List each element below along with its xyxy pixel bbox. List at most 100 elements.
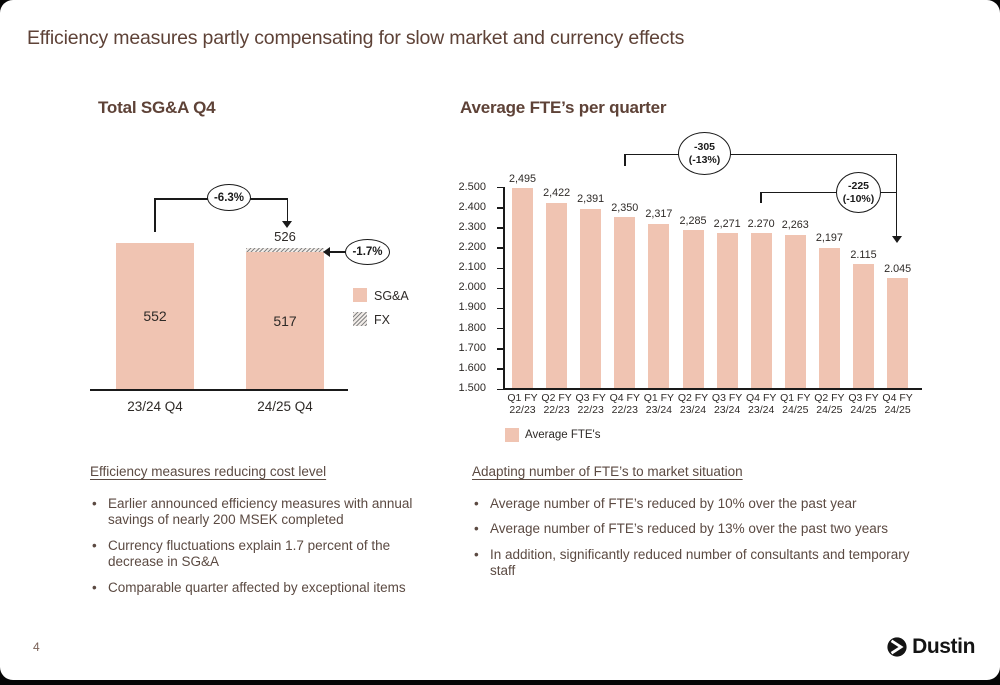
category-label: 24/25 Q4 <box>257 399 313 414</box>
fte-x-axis <box>503 388 922 390</box>
dustin-logo: Dustin <box>887 635 975 659</box>
bar-average-ftes <box>716 233 738 388</box>
bullet-item: Currency fluctuations explain 1.7 percen… <box>90 538 440 571</box>
bracket-line <box>895 153 898 237</box>
y-axis-tick-label: 2.400 <box>458 200 486 213</box>
category-label: Q2 FY 23/24 <box>677 392 709 416</box>
slide-title: Efficiency measures partly compensating … <box>27 27 685 49</box>
annotation-one-year-change: -225 (-10%) <box>836 172 881 213</box>
annotation-percent: (-10%) <box>842 192 875 205</box>
y-axis-tick <box>497 287 503 290</box>
category-label: 23/24 Q4 <box>127 399 183 414</box>
notes-left: Efficiency measures reducing cost level … <box>90 464 440 605</box>
bullet-text: In addition, significantly reduced numbe… <box>490 546 910 579</box>
bar-value-label: 2,350 <box>611 201 639 214</box>
bar-average-ftes <box>512 188 533 388</box>
bar-average-ftes <box>546 202 568 388</box>
arrow-line <box>330 251 346 253</box>
category-label: Q2 FY 24/25 <box>814 392 845 416</box>
fx-stack-total-label: 526 <box>274 229 296 244</box>
bullet-text: Average number of FTE’s reduced by 13% o… <box>490 521 888 536</box>
y-axis-tick <box>497 328 503 330</box>
fte-y-axis <box>503 187 505 389</box>
fte-chart-title: Average FTE’s per quarter <box>460 98 667 117</box>
bar-average-ftes <box>648 223 670 388</box>
bracket-line <box>624 153 626 166</box>
bar-value-label: 2.270 <box>747 217 775 230</box>
arrow-left-icon <box>323 247 330 257</box>
bar-average-ftes <box>887 278 909 388</box>
page-number: 4 <box>33 640 40 654</box>
y-axis-tick-label: 1.600 <box>458 361 486 374</box>
notes-left-heading: Efficiency measures reducing cost level <box>90 464 327 479</box>
y-axis-tick-label: 1.700 <box>458 341 486 354</box>
legend-swatch-average-ftes <box>505 428 519 442</box>
bar-average-ftes <box>853 264 874 388</box>
y-axis-tick <box>497 307 503 310</box>
y-axis-tick-label: 1.800 <box>458 321 486 334</box>
y-axis-tick <box>497 267 503 269</box>
category-label: Q4 FY 23/24 <box>746 392 777 416</box>
category-label: Q3 FY 22/23 <box>575 392 606 416</box>
notes-left-list: Earlier announced efficiency measures wi… <box>90 496 440 597</box>
bar-value-label: 2,263 <box>781 219 809 232</box>
bullet-text: Average number of FTE’s reduced by 10% o… <box>490 495 857 511</box>
bar-value-label: 2,271 <box>713 217 741 230</box>
annotation-value: -225 <box>847 180 869 192</box>
dustin-logo-icon <box>887 637 907 657</box>
category-label: Q1 FY 23/24 <box>643 392 675 416</box>
annotation-total-change: -6.3% <box>207 184 251 211</box>
bullet-item: Average number of FTE’s reduced by 10% o… <box>472 496 932 513</box>
y-axis-tick <box>497 227 503 229</box>
y-axis-tick-label: 2.100 <box>458 261 486 274</box>
bullet-text: Earlier announced efficiency measures wi… <box>108 495 413 528</box>
bar-value-label: 2,422 <box>543 187 571 200</box>
bar-average-ftes <box>750 233 772 388</box>
legend-swatch-fx <box>353 312 367 326</box>
y-axis-tick-label: 2.200 <box>458 240 486 253</box>
bar-value-label: 2,197 <box>815 232 843 245</box>
bar-value-label: 2.115 <box>850 248 877 261</box>
bar-sgna-2324: 552 <box>116 243 194 389</box>
bar-fx-cap <box>246 248 324 252</box>
y-axis-tick <box>497 368 503 370</box>
legend-label-sgna: SG&A <box>374 289 409 303</box>
y-axis-tick-label: 2.000 <box>458 281 486 294</box>
y-axis-tick <box>497 247 503 249</box>
bar-average-ftes <box>784 234 806 388</box>
bracket-line <box>286 198 289 221</box>
bracket-line <box>624 153 897 156</box>
dustin-logo-text: Dustin <box>912 635 975 658</box>
notes-right-heading: Adapting number of FTE’s to market situa… <box>472 464 743 479</box>
y-axis-tick <box>497 348 503 350</box>
bar-sgna-2425: 517 <box>246 252 324 389</box>
bar-average-ftes <box>682 230 704 388</box>
notes-right-list: Average number of FTE’s reduced by 10% o… <box>472 496 932 580</box>
bullet-item: Comparable quarter affected by exception… <box>90 580 440 597</box>
y-axis-tick <box>497 388 503 390</box>
category-label: Q4 FY 24/25 <box>882 392 913 416</box>
bar-value-label: 2,317 <box>645 208 673 221</box>
annotation-fx-change: -1.7% <box>345 239 390 265</box>
category-label: Q3 FY 23/24 <box>711 392 743 416</box>
arrow-down-icon <box>282 221 292 228</box>
legend-swatch-sgna <box>353 288 367 302</box>
y-axis-tick-label: 2.300 <box>458 220 486 233</box>
bar-average-ftes <box>580 208 602 388</box>
bracket-line <box>154 198 156 232</box>
bar-average-ftes <box>818 247 840 388</box>
arrow-down-icon <box>891 236 902 243</box>
y-axis-tick-label: 1.900 <box>458 301 486 314</box>
bar-value-label: 2.045 <box>884 262 912 275</box>
sgna-x-axis <box>90 389 348 391</box>
y-axis-tick-label: 1.500 <box>458 382 486 394</box>
y-axis-tick <box>497 187 503 189</box>
bullet-item: Earlier announced efficiency measures wi… <box>90 496 440 529</box>
bullet-text: Comparable quarter affected by exception… <box>108 579 406 595</box>
bullet-text: Currency fluctuations explain 1.7 percen… <box>108 537 391 570</box>
bracket-line <box>760 191 897 194</box>
bullet-item: In addition, significantly reduced numbe… <box>472 547 932 580</box>
bar-value-label: 2,495 <box>508 172 537 185</box>
bullet-item: Average number of FTE’s reduced by 13% o… <box>472 521 932 538</box>
